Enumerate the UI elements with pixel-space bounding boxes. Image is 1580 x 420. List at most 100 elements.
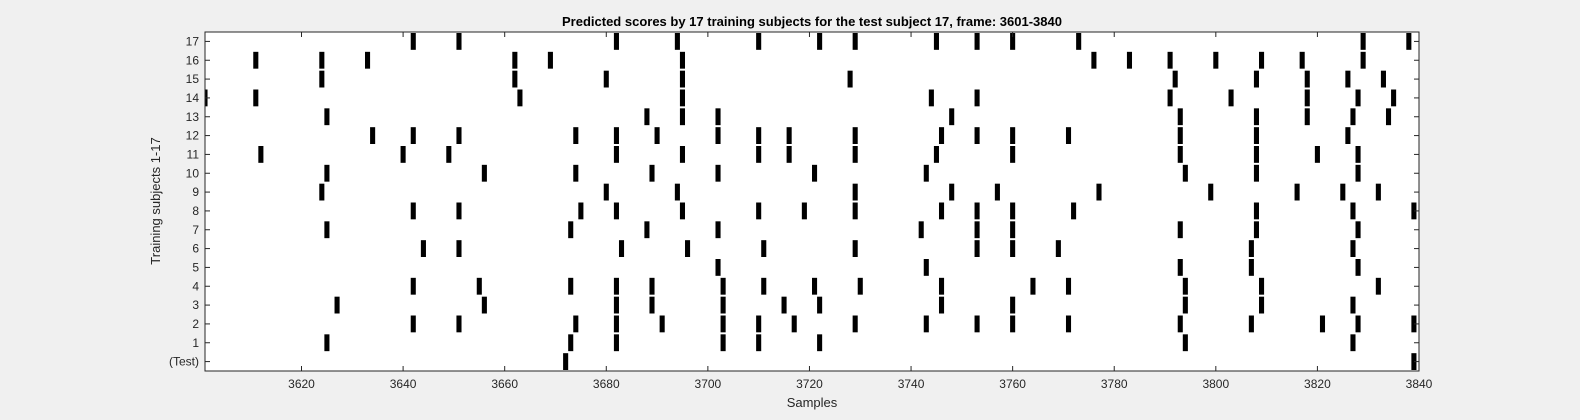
bar-row-4-9	[938, 277, 945, 295]
x-tick-label-1: 3640	[390, 377, 417, 391]
bar-row-13-7	[1304, 108, 1310, 126]
bar-row-15-1	[512, 70, 518, 88]
bar-row-13-3	[715, 108, 721, 126]
bar-row-4-4	[649, 277, 655, 295]
bar-row-7-9	[1355, 221, 1361, 239]
bar-row-9-3	[852, 183, 858, 201]
bar-row-11-9	[1010, 146, 1016, 163]
bar-row-9-0	[319, 183, 325, 201]
bar-row-16-5	[679, 51, 686, 69]
bar-row-12-14	[1177, 127, 1183, 144]
bar-row-16-4	[547, 51, 553, 69]
bar-row-5-3	[1248, 259, 1254, 276]
y-tick-label-0: (Test)	[169, 355, 199, 369]
bar-row-2-11	[1010, 315, 1016, 333]
bar-row-8-4	[679, 202, 686, 220]
bar-row-6-5	[852, 240, 858, 257]
bar-row-6-3	[685, 240, 691, 257]
bar-row-7-3	[715, 221, 721, 239]
x-tick-label-0: 3620	[288, 377, 315, 391]
bar-row-8-9	[974, 202, 980, 220]
bar-row-11-11	[1253, 146, 1259, 163]
bar-row-4-11	[1065, 277, 1072, 295]
bar-row-2-12	[1065, 315, 1072, 333]
bar-row-6-6	[974, 240, 980, 257]
bar-row-4-14	[1375, 277, 1381, 295]
bar-row-12-5	[654, 127, 660, 144]
bar-row-10-0	[324, 164, 330, 182]
x-tick-label-10: 3820	[1304, 377, 1331, 391]
x-tick-label-7: 3760	[999, 377, 1026, 391]
y-tick-label-15: 15	[186, 72, 200, 86]
bar-row-11-2	[446, 146, 452, 163]
bar-row-3-10	[1259, 296, 1265, 314]
bar-row-0-1	[1411, 353, 1417, 370]
bar-row-12-2	[456, 127, 462, 144]
bar-row-2-0	[410, 315, 416, 333]
bar-row-2-7	[791, 315, 797, 333]
bar-row-10-9	[1355, 164, 1361, 182]
bar-row-12-12	[1010, 127, 1016, 144]
bar-row-8-0	[410, 202, 416, 220]
bar-row-13-9	[1385, 108, 1392, 126]
bar-row-3-5	[781, 296, 787, 314]
y-tick-label-4: 4	[192, 279, 199, 293]
bar-row-14-8	[1304, 89, 1310, 107]
bar-row-15-3	[679, 70, 686, 88]
x-axis: 3620 3640 3660 3680 3700 3720 3740 3760 3780 3800…	[288, 32, 1433, 391]
bar-row-12-1	[410, 127, 416, 144]
bar-row-8-3	[613, 202, 619, 220]
x-tick-label-2: 3660	[491, 377, 518, 391]
y-tick-label-1: 1	[192, 336, 199, 350]
y-tick-label-16: 16	[186, 53, 200, 67]
bar-row-7-5	[974, 221, 980, 239]
bar-row-17-5	[817, 33, 823, 50]
bar-row-17-2	[613, 33, 619, 50]
bar-row-4-7	[812, 277, 818, 295]
bar-row-1-7	[1350, 334, 1356, 352]
bar-row-4-0	[410, 277, 416, 295]
bar-row-8-14	[1411, 202, 1417, 220]
bar-row-14-3	[679, 89, 686, 107]
x-tick-label-9: 3800	[1202, 377, 1229, 391]
bar-row-4-6	[761, 277, 767, 295]
bar-row-2-13	[1177, 315, 1183, 333]
bar-row-11-0	[258, 146, 264, 163]
y-tick-label-7: 7	[192, 223, 199, 237]
x-tick-label-8: 3780	[1101, 377, 1128, 391]
bar-row-15-4	[847, 70, 853, 88]
bar-row-7-7	[1177, 221, 1183, 239]
bar-row-10-3	[649, 164, 655, 182]
bar-row-7-1	[568, 221, 574, 239]
bar-row-9-6	[1096, 183, 1102, 201]
bar-row-5-1	[923, 259, 929, 276]
bar-row-9-9	[1340, 183, 1346, 201]
bar-row-17-9	[1010, 33, 1016, 50]
bar-row-16-2	[365, 51, 371, 69]
bar-row-3-3	[649, 296, 655, 314]
bar-row-16-3	[512, 51, 518, 69]
bar-row-10-7	[1182, 164, 1188, 182]
bar-row-9-4	[949, 183, 955, 201]
bar-row-15-7	[1304, 70, 1310, 88]
bar-row-8-5	[756, 202, 762, 220]
bar-row-12-9	[852, 127, 858, 144]
bar-row-6-8	[1055, 240, 1061, 257]
bar-row-7-4	[918, 221, 924, 239]
bar-row-3-1	[481, 296, 487, 314]
bar-row-4-1	[476, 277, 482, 295]
bar-row-9-7	[1208, 183, 1214, 201]
bar-row-9-8	[1294, 183, 1300, 201]
bar-row-4-10	[1030, 277, 1036, 295]
bar-row-12-15	[1253, 127, 1259, 144]
bar-row-8-2	[578, 202, 584, 220]
bar-row-9-2	[674, 183, 680, 201]
bar-row-12-0	[370, 127, 376, 144]
bar-row-2-3	[613, 315, 619, 333]
bar-row-10-4	[715, 164, 721, 182]
bar-row-8-6	[801, 202, 807, 220]
bar-row-10-6	[923, 164, 929, 182]
bar-row-9-5	[994, 183, 1000, 201]
bar-row-13-6	[1253, 108, 1259, 126]
